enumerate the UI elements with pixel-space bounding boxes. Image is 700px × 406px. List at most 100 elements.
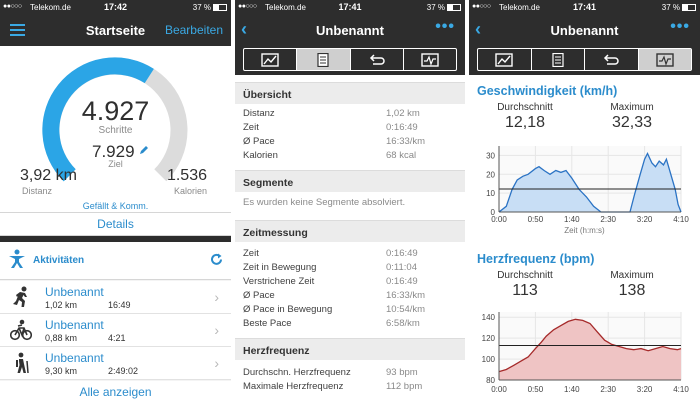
- segments-empty-message: Es wurden keine Segmente absolviert.: [243, 197, 406, 208]
- y-tick-label: 10: [486, 189, 495, 198]
- y-tick-label: 20: [486, 170, 495, 179]
- tab-map[interactable]: [244, 49, 298, 70]
- clock: 17:42: [103, 2, 128, 12]
- back-icon[interactable]: ‹: [241, 19, 247, 39]
- goal-value: 7.929: [92, 142, 135, 161]
- panel-divider: [231, 0, 235, 406]
- tab-laps[interactable]: [585, 49, 639, 70]
- back-icon[interactable]: ‹: [475, 19, 481, 39]
- timing-label: Ø Pace: [243, 290, 275, 301]
- steps-gauge: [42, 57, 188, 182]
- goal-label: Ziel: [108, 159, 123, 169]
- page-title: Startseite: [85, 23, 146, 38]
- timing-label: Zeit in Bewegung: [243, 262, 317, 273]
- overview-value: 16:33/km: [386, 136, 426, 147]
- overview-label: Zeit: [243, 122, 259, 133]
- distance-value: 3,92 km: [20, 167, 77, 184]
- laps-icon: [369, 53, 385, 65]
- series-area: [499, 153, 681, 212]
- heart-chart-title: Herzfrequenz (bpm): [477, 252, 595, 266]
- heart-value: 112 bpm: [386, 381, 423, 392]
- steps-label: Schritte: [98, 125, 133, 136]
- timing-label: Zeit: [243, 248, 259, 259]
- x-tick-label: 0:50: [528, 385, 544, 394]
- tab-map[interactable]: [478, 49, 532, 70]
- activity-duration: 16:49: [108, 300, 131, 310]
- activity-details-screen: ●●○○○ Telekom.de 17:41 37 % ‹ Unbenannt …: [235, 0, 465, 406]
- battery-percent: 37 %: [192, 3, 211, 12]
- refresh-icon[interactable]: [210, 253, 223, 266]
- overview-label: Ø Pace: [243, 136, 275, 147]
- tab-laps[interactable]: [351, 49, 404, 70]
- x-tick-label: 4:10: [673, 385, 689, 394]
- signal-indicator: ●●○○○: [3, 3, 22, 10]
- hamburger-icon[interactable]: [10, 24, 25, 36]
- tab-details[interactable]: [297, 49, 351, 70]
- speed-max-value: 32,33: [611, 114, 653, 131]
- gauge-progress: [42, 57, 154, 182]
- x-tick-label: 1:40: [564, 385, 580, 394]
- x-tick-label: 4:10: [673, 215, 689, 224]
- battery-percent: 37 %: [426, 3, 445, 12]
- timing-value: 0:11:04: [386, 262, 417, 273]
- carrier-label: Telekom.de: [499, 3, 540, 12]
- chart-icon: [656, 52, 674, 67]
- tab-bar: [235, 46, 465, 75]
- battery-percent: 37 %: [661, 3, 680, 12]
- signal-indicator: ●●○○○: [472, 3, 491, 10]
- overview-value: 68 kcal: [386, 150, 417, 161]
- overview-value: 0:16:49: [386, 122, 418, 133]
- nav-bar: ‹ Unbenannt •••: [235, 14, 465, 46]
- tab-chart[interactable]: [404, 49, 456, 70]
- signal-indicator: ●●○○○: [238, 3, 257, 10]
- tab-bar: [469, 46, 700, 75]
- battery-icon: [682, 4, 696, 11]
- status-bar: ●●○○○ Telekom.de 17:41 37 %: [235, 0, 465, 14]
- activity-distance: 1,02 km: [45, 300, 78, 310]
- activity-row[interactable]: Unbenannt 9,30 km 2:49:02 ›: [0, 347, 231, 380]
- more-icon[interactable]: •••: [435, 18, 455, 35]
- details-button[interactable]: Details: [0, 212, 231, 236]
- status-bar: ●●○○○ Telekom.de 17:41 37 %: [469, 0, 700, 14]
- running-icon: [13, 286, 27, 307]
- battery-indicator: 37 %: [427, 3, 461, 12]
- heart-max-value: 138: [618, 282, 646, 299]
- pencil-icon[interactable]: [139, 145, 149, 155]
- clock: 17:41: [338, 2, 362, 12]
- edit-button[interactable]: Bearbeiten: [164, 23, 223, 37]
- y-tick-label: 140: [482, 313, 496, 322]
- speed-avg-value: 12,18: [504, 114, 546, 131]
- chart-icon: [421, 52, 439, 67]
- activity-row[interactable]: Unbenannt 0,88 km 4:21 ›: [0, 314, 231, 347]
- status-bar: ●●○○○ Telekom.de 17:42 37 %: [0, 0, 231, 14]
- x-tick-label: 1:40: [564, 215, 580, 224]
- show-all-button[interactable]: Alle anzeigen: [0, 381, 231, 406]
- likes-comments-link[interactable]: Gefällt & Komm.: [82, 201, 149, 211]
- calories-value: 1.536: [166, 167, 207, 184]
- hiking-icon: [16, 352, 29, 374]
- segmented-control: [477, 48, 692, 71]
- home-screen: ●●○○○ Telekom.de 17:42 37 % Startseite B…: [0, 0, 231, 406]
- y-tick-label: 120: [482, 334, 496, 343]
- nav-bar: Startseite Bearbeiten: [0, 14, 231, 46]
- activity-name: Unbenannt: [45, 351, 104, 365]
- tab-details[interactable]: [532, 49, 585, 70]
- tab-chart[interactable]: [638, 49, 691, 70]
- activity-name: Unbenannt: [45, 318, 104, 332]
- overview-value: 1,02 km: [386, 108, 420, 119]
- x-tick-label: 2:30: [600, 215, 616, 224]
- heart-avg-label: Durchschnitt: [497, 270, 553, 281]
- overview-label: Distanz: [243, 108, 275, 119]
- more-icon[interactable]: •••: [670, 18, 690, 35]
- timing-value: 6:58/km: [386, 318, 420, 329]
- dashboard-card: 4.927 Schritte 7.929 Ziel 3,92 km Distan…: [0, 46, 231, 212]
- x-tick-label: 2:30: [600, 385, 616, 394]
- activity-row[interactable]: Unbenannt 1,02 km 16:49 ›: [0, 281, 231, 314]
- y-tick-label: 30: [486, 151, 495, 160]
- activity-name: Unbenannt: [45, 285, 104, 299]
- overview-label: Kalorien: [243, 150, 278, 161]
- document-icon: [552, 52, 564, 67]
- heart-max-label: Maximum: [610, 270, 654, 281]
- activity-distance: 0,88 km: [45, 333, 78, 343]
- x-tick-label: 0:00: [491, 385, 507, 394]
